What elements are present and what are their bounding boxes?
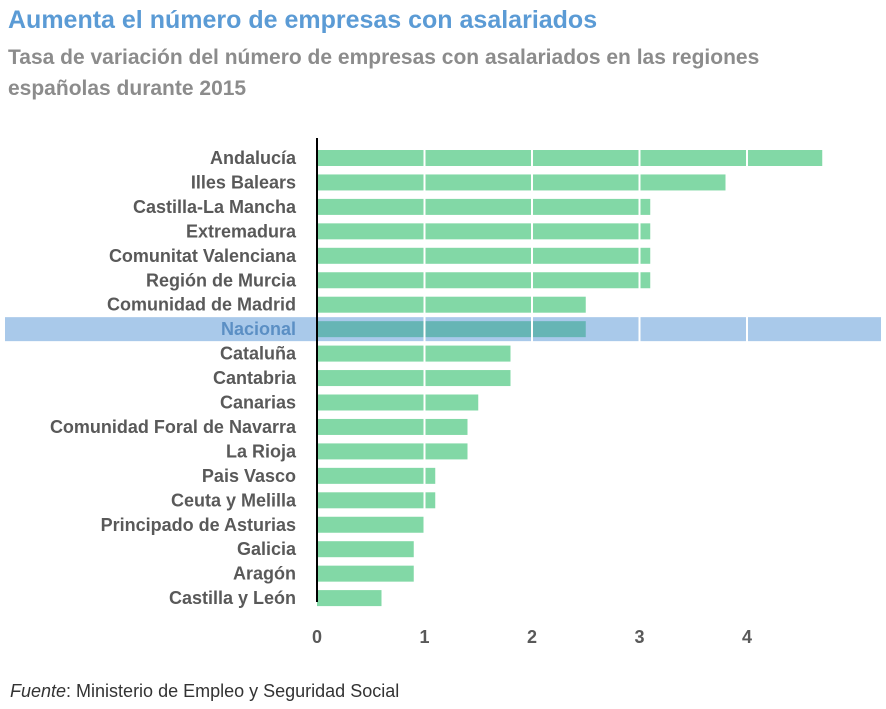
chart-title: Aumenta el número de empresas con asalar… (8, 6, 598, 34)
bar-castilla-la-mancha (317, 198, 651, 215)
category-label-galicia: Galicia (237, 539, 297, 559)
grid-layer (423, 138, 748, 602)
bar-andalucia (317, 150, 823, 166)
category-label-andalucia: Andalucía (210, 148, 297, 168)
bar-comunidad-de-madrid (317, 296, 586, 313)
bars-layer (317, 150, 823, 607)
source-text: : Ministerio de Empleo y Seguridad Socia… (66, 681, 400, 701)
bar-pais-vasco (317, 467, 436, 484)
bar-extremadura (317, 223, 651, 240)
bar-cataluna (317, 345, 511, 362)
bar-cantabria (317, 370, 511, 387)
bar-region-de-murcia (317, 272, 651, 289)
category-label-cataluna: Cataluña (220, 344, 297, 364)
bar-chart: Andalucía Illes Balears Castilla-La Mancha… (5, 138, 881, 647)
category-label-la-rioja: La Rioja (226, 441, 297, 461)
category-label-canarias: Canarias (220, 393, 296, 413)
x-tick-label-4: 4 (742, 627, 752, 647)
category-label-extremadura: Extremadura (186, 221, 297, 241)
bar-canarias (317, 394, 479, 411)
bar-nacional (317, 321, 586, 338)
category-label-ceuta-y-melilla: Ceuta y Melilla (171, 490, 297, 510)
category-label-region-de-murcia: Región de Murcia (146, 270, 297, 290)
source-note: Fuente: Ministerio de Empleo y Seguridad… (10, 681, 399, 702)
bar-principado-de-asturias (317, 516, 425, 533)
x-tick-label-3: 3 (634, 627, 644, 647)
bar-illes-balears (317, 174, 726, 191)
bar-ceuta-y-melilla (317, 492, 436, 509)
bar-comunitat-valenciana (317, 247, 651, 264)
category-label-aragon: Aragón (233, 564, 296, 584)
category-label-illes-balears: Illes Balears (191, 172, 296, 192)
bar-aragon (317, 565, 414, 582)
category-label-principado-de-asturias: Principado de Asturias (101, 515, 296, 535)
chart-subtitle: Tasa de variación del número de empresas… (8, 46, 760, 100)
bar-la-rioja (317, 443, 468, 460)
bar-galicia (317, 541, 414, 558)
bar-comunidad-foral-de-navarra (317, 418, 468, 435)
x-tick-label-0: 0 (312, 627, 322, 647)
category-label-castilla-y-leon: Castilla y León (169, 588, 296, 608)
source-label: Fuente (10, 681, 67, 701)
bar-castilla-y-leon (317, 590, 382, 607)
category-label-comunidad-de-madrid: Comunidad de Madrid (107, 295, 296, 315)
x-tick-label-1: 1 (419, 627, 429, 647)
category-labels: Andalucía Illes Balears Castilla-La Mancha… (50, 148, 297, 608)
x-axis-ticks: 0 1 2 3 4 (312, 627, 752, 647)
category-label-pais-vasco: Pais Vasco (202, 466, 296, 486)
category-label-castilla-la-mancha: Castilla-La Mancha (133, 197, 297, 217)
category-label-nacional: Nacional (221, 319, 296, 339)
category-label-comunitat-valenciana: Comunitat Valenciana (109, 246, 297, 266)
category-label-comunidad-foral-de-navarra: Comunidad Foral de Navarra (50, 417, 297, 437)
x-tick-label-2: 2 (527, 627, 537, 647)
category-label-cantabria: Cantabria (213, 368, 297, 388)
